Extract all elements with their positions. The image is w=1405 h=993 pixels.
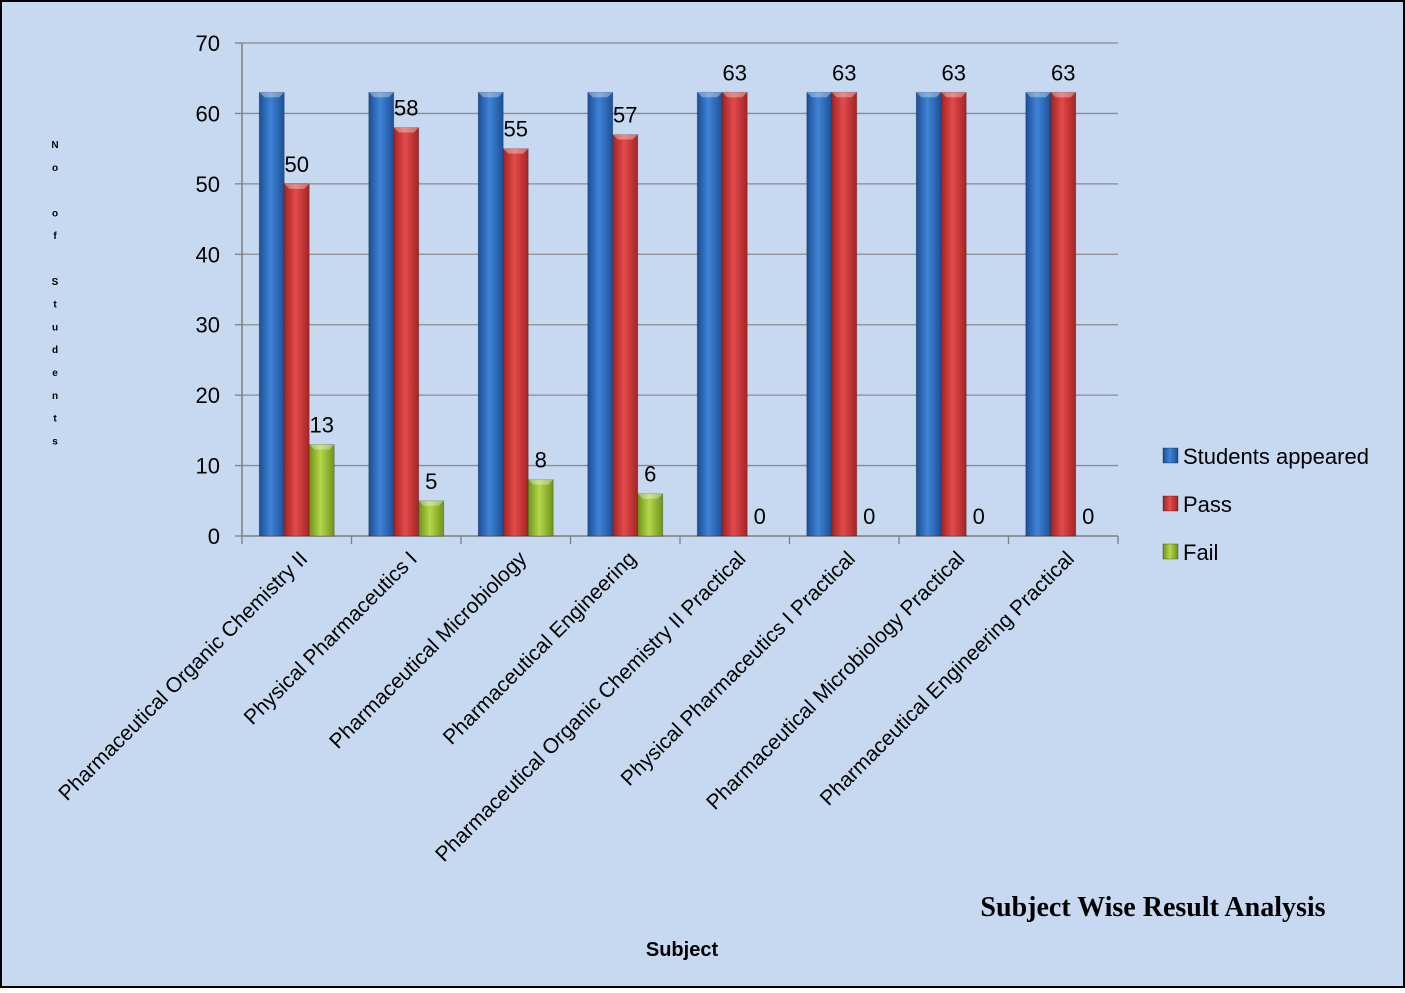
data-label: 0 xyxy=(754,504,766,529)
bar-top-bevel xyxy=(806,92,832,98)
bar-fail xyxy=(637,493,664,537)
data-label: 63 xyxy=(723,60,747,85)
bar-top-bevel xyxy=(478,92,504,98)
bar-fail xyxy=(308,444,335,537)
bars xyxy=(258,91,1077,537)
data-label: 55 xyxy=(504,117,528,142)
data-label: 50 xyxy=(285,152,309,177)
y-tick-label: 20 xyxy=(196,383,220,408)
bar-students-appeared xyxy=(696,91,723,537)
bar-pass xyxy=(721,91,748,537)
data-label: 57 xyxy=(613,103,637,128)
legend-swatch-pass xyxy=(1162,495,1179,512)
bar-pass xyxy=(940,91,967,537)
bar-top-bevel xyxy=(697,92,723,98)
bar-top-bevel xyxy=(941,92,967,98)
chart-title: Subject Wise Result Analysis xyxy=(980,892,1325,923)
bar-top-bevel xyxy=(722,92,748,98)
data-label: 63 xyxy=(832,60,856,85)
data-label: 0 xyxy=(863,504,875,529)
bar-pass xyxy=(393,127,420,537)
bar-students-appeared xyxy=(806,91,833,537)
bar-pass xyxy=(283,183,310,537)
bar-top-bevel xyxy=(259,92,285,98)
bar-top-bevel xyxy=(612,134,638,140)
legend-label: Students appeared xyxy=(1183,444,1369,469)
data-label: 5 xyxy=(425,469,437,494)
bar-students-appeared xyxy=(477,91,504,537)
bar-fail xyxy=(527,479,554,537)
bar-students-appeared xyxy=(915,91,942,537)
bar-students-appeared xyxy=(368,91,395,537)
data-label: 6 xyxy=(644,462,656,487)
bar-top-bevel xyxy=(528,479,554,485)
y-tick-label: 60 xyxy=(196,101,220,126)
data-label: 58 xyxy=(394,96,418,121)
bar-students-appeared xyxy=(587,91,614,537)
bar-top-bevel xyxy=(368,92,394,98)
data-label: 63 xyxy=(942,60,966,85)
data-label: 13 xyxy=(310,412,334,437)
bar-top-bevel xyxy=(831,92,857,98)
x-axis-label: Subject xyxy=(646,939,719,961)
bar-top-bevel xyxy=(637,493,663,499)
bar-top-bevel xyxy=(1050,92,1076,98)
bar-pass xyxy=(831,91,858,537)
legend-label: Fail xyxy=(1183,540,1218,565)
bar-students-appeared xyxy=(1025,91,1052,537)
legend-swatch-fail xyxy=(1162,543,1179,560)
bar-pass xyxy=(502,148,529,537)
bar-top-bevel xyxy=(418,500,444,506)
legend-swatch-students-appeared xyxy=(1162,447,1179,464)
y-tick-label: 50 xyxy=(196,172,220,197)
bar-top-bevel xyxy=(587,92,613,98)
y-tick-label: 30 xyxy=(196,313,220,338)
bar-top-bevel xyxy=(1025,92,1051,98)
data-label: 0 xyxy=(973,504,985,529)
bar-top-bevel xyxy=(393,127,419,133)
bar-students-appeared xyxy=(258,91,285,537)
bar-pass xyxy=(1050,91,1077,537)
bar-pass xyxy=(612,134,639,537)
y-tick-label: 10 xyxy=(196,454,220,479)
y-tick-label: 0 xyxy=(208,524,220,549)
bar-top-bevel xyxy=(284,183,310,189)
bar-top-bevel xyxy=(309,444,335,450)
legend: Students appeared Pass Fail xyxy=(1162,444,1369,565)
bar-top-bevel xyxy=(503,148,529,154)
y-tick-label: 40 xyxy=(196,242,220,267)
legend-label: Pass xyxy=(1183,492,1232,517)
bar-top-bevel xyxy=(916,92,942,98)
data-label: 8 xyxy=(535,448,547,473)
bar-fail xyxy=(418,500,445,537)
y-tick-label: 70 xyxy=(196,31,220,56)
y-tick-labels: 0 10 20 30 40 50 60 70 xyxy=(196,31,220,549)
data-label: 0 xyxy=(1082,504,1094,529)
data-label: 63 xyxy=(1051,60,1075,85)
